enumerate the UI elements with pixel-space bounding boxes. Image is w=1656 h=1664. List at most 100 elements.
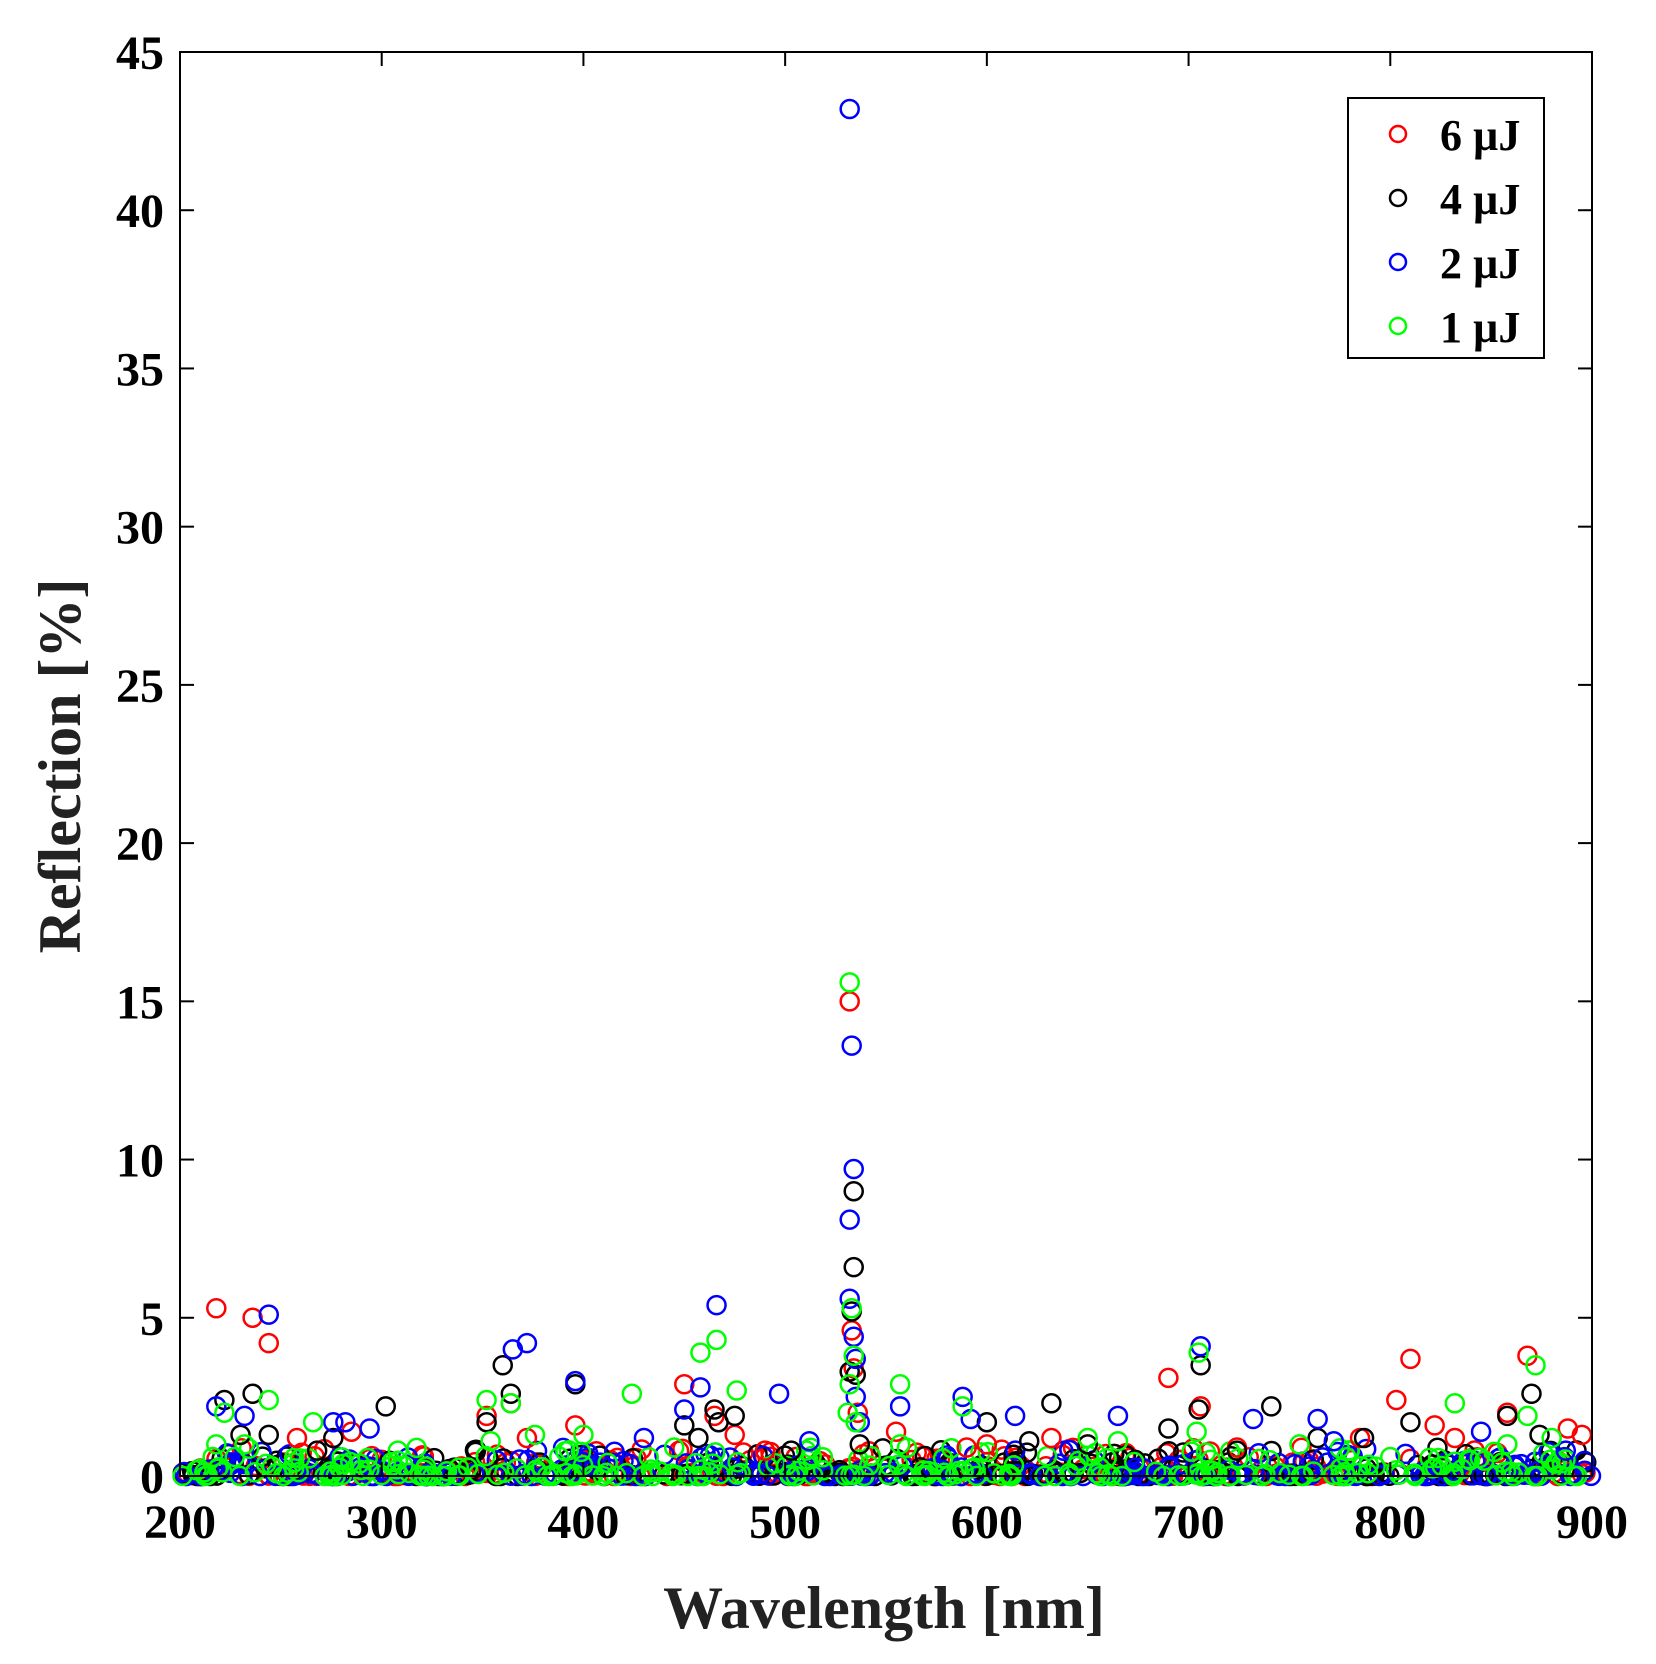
data-point xyxy=(500,1392,522,1414)
data-point xyxy=(1353,1427,1375,1449)
data-point xyxy=(1289,1434,1310,1455)
data-point xyxy=(524,1424,546,1446)
noise-marker xyxy=(691,1459,712,1480)
y-tick-label: 5 xyxy=(140,1293,164,1346)
noise-marker xyxy=(244,1462,266,1483)
noise-marker xyxy=(1336,1446,1357,1468)
data-point xyxy=(234,1405,255,1427)
noise-marker xyxy=(289,1448,311,1469)
data-point xyxy=(724,1405,745,1427)
data-point xyxy=(234,1434,255,1455)
noise-marker xyxy=(467,1463,489,1485)
data-point xyxy=(1242,1408,1264,1430)
noise-marker xyxy=(1508,1462,1529,1483)
data-point xyxy=(754,1440,776,1461)
data-point xyxy=(323,1427,344,1449)
data-point xyxy=(1077,1434,1098,1455)
data-point xyxy=(387,1440,409,1461)
x-tick-label: 300 xyxy=(346,1496,418,1549)
legend-marker xyxy=(1388,316,1408,336)
noise-marker xyxy=(266,1463,287,1484)
x-tick-label: 800 xyxy=(1354,1496,1426,1549)
noise-marker xyxy=(941,1437,962,1459)
x-tick-label: 400 xyxy=(547,1496,619,1549)
noise-marker xyxy=(1555,1449,1576,1470)
data-point xyxy=(573,1424,594,1446)
data-point xyxy=(1041,1392,1062,1414)
data-point xyxy=(690,1342,711,1363)
data-point xyxy=(1424,1415,1445,1436)
data-point xyxy=(375,1396,396,1417)
data-point xyxy=(690,1377,711,1398)
data-point xyxy=(843,1158,864,1180)
data-point xyxy=(1186,1421,1207,1442)
noise-marker xyxy=(1259,1449,1280,1471)
noise-marker xyxy=(638,1447,659,1468)
legend-marker xyxy=(1388,124,1408,144)
y-tick-label: 0 xyxy=(140,1451,164,1504)
x-tick-label: 200 xyxy=(144,1496,216,1549)
plot-frame xyxy=(179,51,1593,1477)
noise-marker xyxy=(288,1461,309,1483)
data-point xyxy=(1541,1427,1562,1449)
series-2-markers xyxy=(206,98,1577,1461)
noise-marker xyxy=(387,1450,409,1471)
data-point xyxy=(1497,1405,1518,1427)
legend-box xyxy=(1347,97,1545,359)
noise-marker xyxy=(812,1460,834,1481)
data-point xyxy=(302,1411,324,1433)
data-point xyxy=(674,1399,695,1420)
y-tick-label: 30 xyxy=(116,502,164,555)
data-point xyxy=(845,1411,866,1433)
data-point xyxy=(1444,1427,1466,1449)
data-point xyxy=(1190,1396,1211,1417)
series-1-markers xyxy=(214,1180,1550,1461)
data-point xyxy=(780,1440,802,1461)
data-point xyxy=(843,1256,864,1278)
data-point xyxy=(839,98,860,120)
noise-marker xyxy=(878,1464,899,1486)
noise-marker xyxy=(1495,1461,1517,1482)
data-point xyxy=(359,1418,380,1439)
noise-marker xyxy=(859,1455,880,1476)
data-point xyxy=(845,1386,866,1408)
y-tick-label: 45 xyxy=(116,27,164,80)
data-point xyxy=(1497,1434,1518,1455)
data-point xyxy=(952,1386,973,1408)
data-point xyxy=(214,1402,235,1423)
legend-label: 1 µJ xyxy=(1440,303,1520,352)
noise-marker xyxy=(1036,1446,1058,1467)
noise-marker xyxy=(475,1445,496,1467)
data-point xyxy=(258,1304,280,1325)
noise-marker xyxy=(319,1461,341,1482)
data-point xyxy=(335,1411,356,1433)
noise-marker xyxy=(848,1449,869,1470)
data-point xyxy=(847,1402,869,1423)
noise-marker xyxy=(702,1453,724,1474)
data-point xyxy=(206,1298,227,1319)
noise-marker xyxy=(727,1451,748,1473)
x-tick-label: 700 xyxy=(1153,1496,1225,1549)
noise-marker xyxy=(549,1446,570,1467)
data-point xyxy=(952,1396,973,1417)
noise-marker xyxy=(1227,1447,1249,1469)
axis-ticks: 200 300 400 500 600 700 800 900 0 5 10 15 20 25 30 35 40… xyxy=(116,27,1628,1549)
noise-marker xyxy=(331,1446,352,1468)
legend-label: 2 µJ xyxy=(1440,239,1520,288)
data-point xyxy=(621,1383,643,1404)
noise-marker xyxy=(787,1460,809,1482)
noise-marker xyxy=(1021,1464,1042,1486)
noise-marker xyxy=(1158,1440,1180,1462)
data-point xyxy=(1188,1399,1209,1420)
noise-marker xyxy=(1235,1464,1257,1486)
noise-marker xyxy=(1145,1461,1167,1482)
legend-marker xyxy=(1388,252,1408,272)
noise-marker xyxy=(597,1452,618,1474)
noise-marker xyxy=(1334,1461,1356,1483)
data-point xyxy=(843,1345,864,1367)
data-point xyxy=(1529,1424,1550,1446)
noise-marker xyxy=(860,1445,882,1467)
noise-marker xyxy=(1278,1464,1300,1485)
x-tick-label: 500 xyxy=(749,1496,821,1549)
